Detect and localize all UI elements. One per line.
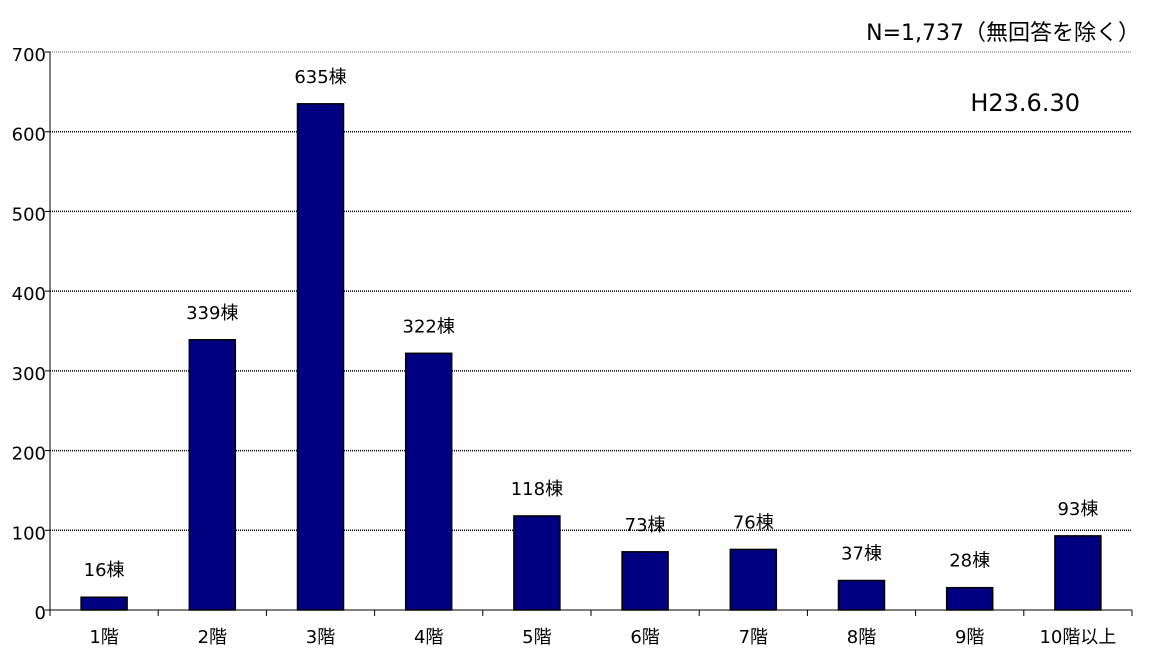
bar: [296, 103, 345, 611]
bar: [513, 515, 561, 611]
sample-note: N=1,737（無回答を除く）: [866, 21, 1140, 46]
x-tick-label: 2階: [198, 627, 227, 648]
bar: [1054, 535, 1102, 611]
bar: [80, 596, 128, 611]
data-label: 635棟: [294, 67, 346, 88]
bar: [837, 579, 886, 611]
y-tick-label: 700: [12, 45, 46, 66]
data-label: 322棟: [403, 316, 455, 337]
y-tick-label: 600: [12, 125, 46, 146]
y-tick-label: 300: [12, 364, 46, 385]
data-label: 76棟: [733, 512, 774, 533]
x-tick-label: 7階: [739, 627, 768, 648]
y-tick-label: 500: [12, 204, 46, 225]
x-tick-label: 9階: [955, 627, 984, 648]
data-label: 28棟: [949, 551, 990, 572]
data-label: 93棟: [1057, 499, 1098, 520]
x-tick-label: 4階: [414, 627, 443, 648]
x-tick-label: 5階: [522, 627, 551, 648]
data-label: 37棟: [841, 544, 882, 565]
date-note: H23.6.30: [970, 89, 1080, 117]
bar: [729, 548, 778, 611]
y-tick-label: 400: [12, 284, 46, 305]
x-tick-label: 8階: [847, 627, 876, 648]
data-label: 73棟: [625, 515, 666, 536]
x-tick-label: 6階: [630, 627, 659, 648]
data-label: 118棟: [511, 479, 563, 500]
bar: [404, 352, 453, 611]
y-tick-label: 200: [12, 444, 46, 465]
data-label: 16棟: [84, 560, 125, 581]
bar: [188, 339, 237, 611]
bar: [621, 551, 669, 611]
bar: [945, 586, 994, 611]
x-tick-label: 1階: [89, 627, 118, 648]
y-tick-label: 0: [35, 603, 46, 624]
x-tick-label: 3階: [306, 627, 335, 648]
data-label: 339棟: [186, 303, 238, 324]
x-tick-label: 10階以上: [1039, 627, 1116, 648]
y-tick-label: 100: [12, 523, 46, 544]
